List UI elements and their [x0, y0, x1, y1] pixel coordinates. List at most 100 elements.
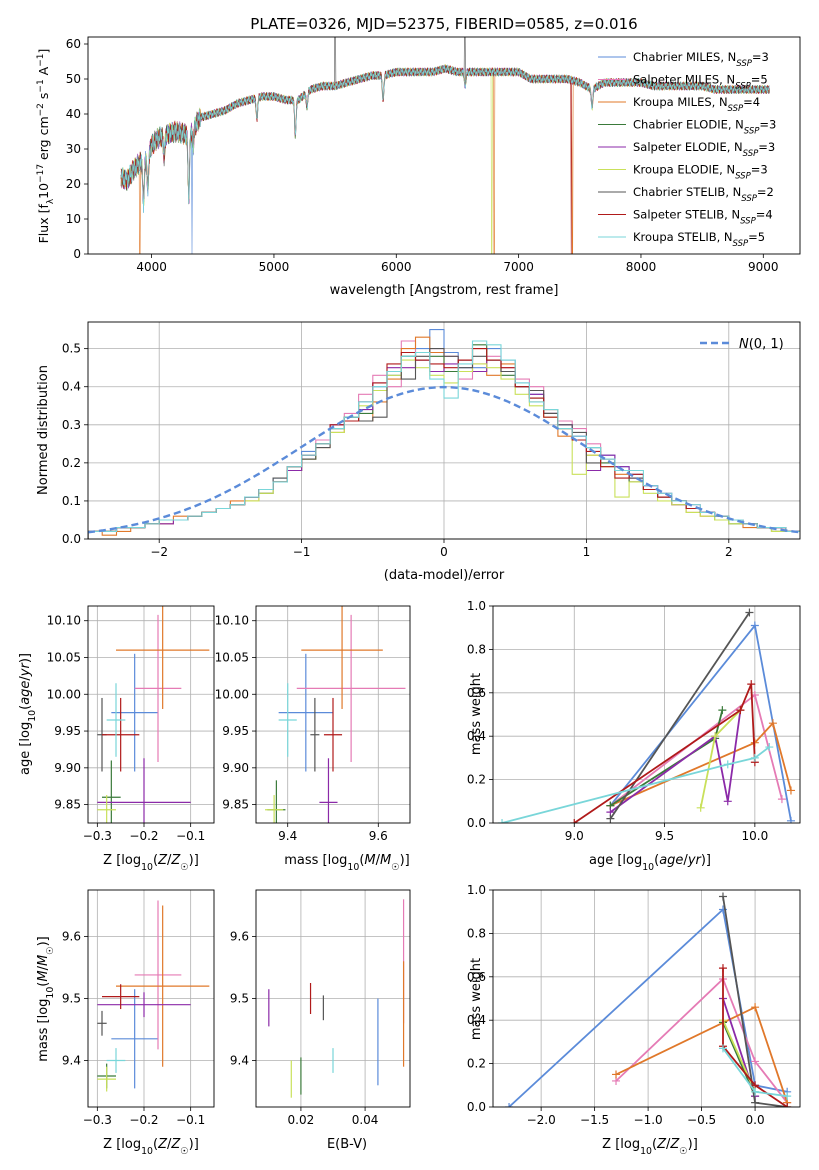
y-tick-label: 0.4: [467, 1013, 486, 1027]
y-tick-label: 0.6: [467, 686, 486, 700]
weight-marker: [783, 1092, 792, 1101]
x-tick-label: 0.04: [352, 1113, 379, 1127]
weight-marker: [765, 743, 774, 752]
axes-residuals: −2 −1 0 1 2 0.0 0.1 0.2 0.3 0.4 0.5: [62, 321, 801, 559]
y-tick-label: 9.95: [54, 724, 81, 738]
x-tick-label: 0.02: [288, 1113, 315, 1127]
weight-series: [615, 977, 788, 1104]
y-tick-label: 50: [66, 72, 81, 86]
y-axis-label: mass [log10(M/M☉)]: [36, 936, 56, 1062]
weight-marker: [750, 621, 759, 630]
x-axis-label: mass [log10(M/M☉)]: [284, 853, 410, 873]
plot-area: [120, 37, 770, 254]
weight-marker: [751, 1087, 760, 1096]
weight-marker: [783, 1103, 792, 1107]
weight-marker: [718, 706, 727, 715]
weight-series: [610, 721, 792, 807]
y-axis-label: Normed distribution: [36, 365, 51, 495]
x-tick-label: 7000: [503, 260, 534, 274]
histogram-series: [88, 340, 800, 539]
y-tick-label: 9.5: [62, 992, 81, 1006]
spectrum-line: [120, 64, 770, 254]
x-tick-label: −2: [150, 545, 168, 559]
legend-label: Salpeter STELIB, NSSP=4: [633, 208, 773, 227]
weight-marker: [498, 819, 507, 823]
x-tick-label: 0.0: [746, 1113, 765, 1127]
x-tick-label: 9.6: [369, 829, 388, 843]
y-tick-label: 30: [66, 142, 81, 156]
weight-series: [501, 746, 770, 823]
axes-frame: [492, 605, 801, 824]
y-tick-label: 10.10: [215, 614, 249, 628]
x-tick-label: 9.5: [655, 829, 674, 843]
weight-marker: [747, 680, 756, 689]
x-tick-label: 9000: [748, 260, 779, 274]
x-tick-label: −0.2: [129, 829, 158, 843]
axes-frame: [255, 605, 411, 824]
axes-mass_vs_ebv: 0.02 0.04 9.4 9.5 9.6: [230, 889, 411, 1127]
y-tick-label: 9.4: [62, 1054, 81, 1068]
legend-label: N(0, 1): [739, 337, 784, 352]
weight-marker: [718, 1044, 727, 1053]
weight-marker: [696, 803, 705, 812]
y-tick-label: 9.95: [222, 724, 249, 738]
x-tick-label: 4000: [136, 260, 167, 274]
weight-series: [609, 710, 742, 813]
x-tick-label: −1: [293, 545, 311, 559]
weight-marker: [751, 1098, 760, 1107]
x-tick-label: 5000: [259, 260, 290, 274]
y-tick-label: 0.8: [467, 642, 486, 656]
x-tick-label: −0.3: [83, 1113, 112, 1127]
legend-label: Salpeter ELODIE, NSSP=3: [633, 140, 775, 159]
weight-marker: [777, 795, 786, 804]
axes-age_vs_z: −0.3 −0.2 −0.1 9.85 9.90 9.95 10.00 10.05 10.10: [47, 605, 215, 843]
y-tick-label: 10.00: [215, 687, 249, 701]
x-tick-label: −0.1: [176, 829, 205, 843]
weight-marker: [736, 706, 745, 715]
y-tick-label: 0: [73, 247, 81, 261]
y-tick-label: 9.6: [230, 930, 249, 944]
weight-marker: [768, 719, 777, 728]
weight-marker: [505, 1103, 514, 1107]
legend-label: Chabrier MILES, NSSP=3: [633, 50, 769, 69]
weight-marker: [786, 816, 795, 823]
y-tick-label: 40: [66, 107, 81, 121]
axes-weight_vs_z: −2.0 −1.5 −1.0 −0.5 0.0 0.0 0.2 0.4 0.6 0.8 1.0: [467, 883, 801, 1127]
y-tick-label: 0.5: [62, 342, 81, 356]
normal-curve: [88, 385, 800, 534]
y-tick-label: 1.0: [467, 883, 486, 897]
plot-area: [505, 892, 792, 1107]
x-axis-label: (data-model)/error: [384, 568, 505, 583]
spectrum-line: [120, 64, 770, 213]
weight-marker: [711, 732, 720, 741]
y-tick-label: 9.85: [222, 798, 249, 812]
y-axis-label: age [log10(age/yr)]: [18, 653, 38, 775]
y-tick-label: 0.4: [467, 729, 486, 743]
y-tick-label: 9.6: [62, 930, 81, 944]
x-axis-label: age [log10(age/yr)]: [589, 853, 711, 873]
x-tick-label: −1.0: [634, 1113, 663, 1127]
x-tick-label: −2.0: [527, 1113, 556, 1127]
spectrum-line: [120, 65, 770, 254]
y-tick-label: 0.1: [62, 494, 81, 508]
y-tick-label: 0.3: [62, 418, 81, 432]
legend-label: Kroupa STELIB, NSSP=5: [633, 230, 765, 249]
weight-marker: [723, 760, 732, 769]
x-axis-label: Z [log10(Z/Z☉)]: [602, 1137, 698, 1157]
weight-series: [609, 611, 751, 820]
y-tick-label: 0.0: [467, 816, 486, 830]
y-tick-label: 0.0: [62, 532, 81, 546]
y-axis-label: mass weight: [469, 958, 484, 1040]
legend-label: Salpeter MILES, NSSP=5: [633, 73, 768, 92]
x-axis-label: Z [log10(Z/Z☉)]: [103, 853, 199, 873]
plot-area: [265, 606, 406, 823]
y-tick-label: 10: [66, 212, 81, 226]
x-tick-label: 9.4: [278, 829, 297, 843]
figure-title: PLATE=0326, MJD=52375, FIBERID=0585, z=0…: [250, 15, 637, 33]
weight-series: [722, 968, 788, 1107]
y-tick-label: 0.8: [467, 926, 486, 940]
legend-label: Chabrier ELODIE, NSSP=3: [633, 118, 776, 137]
plot-area: [268, 899, 405, 1098]
plot-area: [498, 608, 795, 823]
weight-marker: [751, 1003, 760, 1012]
